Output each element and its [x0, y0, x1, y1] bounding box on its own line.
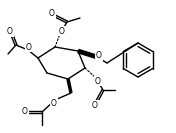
Text: O: O: [7, 28, 13, 36]
Text: O: O: [49, 9, 55, 18]
Text: O: O: [96, 51, 102, 61]
Text: O: O: [22, 107, 28, 117]
Text: O: O: [26, 43, 32, 51]
Text: O: O: [95, 76, 101, 86]
Text: O: O: [59, 26, 65, 36]
Text: O: O: [51, 99, 57, 107]
Text: O: O: [92, 101, 98, 109]
